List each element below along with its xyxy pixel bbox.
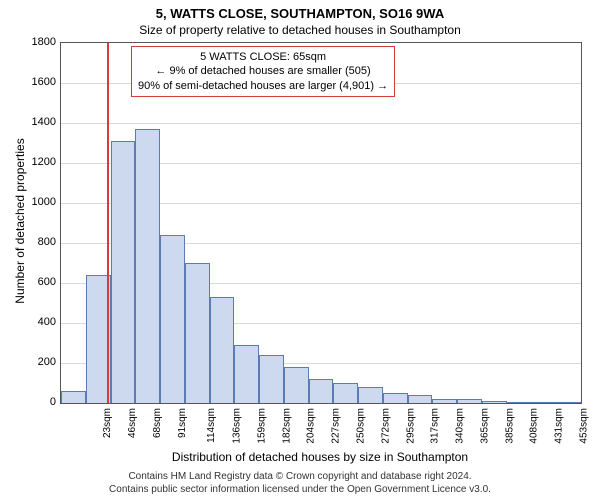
y-tick-label: 200: [0, 356, 56, 368]
histogram-bar: [531, 402, 556, 403]
y-tick-label: 1400: [0, 116, 56, 128]
histogram-bar: [185, 263, 210, 403]
marker-line: [107, 43, 109, 403]
y-tick-label: 1200: [0, 156, 56, 168]
x-tick-label: 136sqm: [232, 408, 243, 444]
x-tick-label: 385sqm: [504, 408, 515, 444]
histogram-bar: [507, 402, 532, 403]
x-tick-label: 46sqm: [127, 408, 138, 438]
histogram-bar: [284, 367, 309, 403]
y-tick-label: 1600: [0, 76, 56, 88]
x-tick-label: 408sqm: [529, 408, 540, 444]
y-tick-label: 1000: [0, 196, 56, 208]
histogram-bar: [383, 393, 408, 403]
y-tick-label: 0: [0, 396, 56, 408]
histogram-bar: [482, 401, 507, 403]
page-title: 5, WATTS CLOSE, SOUTHAMPTON, SO16 9WA: [0, 0, 600, 21]
page-subtitle: Size of property relative to detached ho…: [0, 21, 600, 41]
x-tick-label: 431sqm: [554, 408, 565, 444]
x-axis-label: Distribution of detached houses by size …: [60, 450, 580, 464]
annotation-line: ← 9% of detached houses are smaller (505…: [138, 64, 388, 78]
annotation-line: 5 WATTS CLOSE: 65sqm: [138, 50, 388, 64]
histogram-bar: [309, 379, 334, 403]
footer-credits: Contains HM Land Registry data © Crown c…: [0, 470, 600, 496]
x-tick-label: 182sqm: [281, 408, 292, 444]
annotation-line: 90% of semi-detached houses are larger (…: [138, 79, 388, 93]
y-tick-label: 600: [0, 276, 56, 288]
x-tick-label: 365sqm: [479, 408, 490, 444]
x-tick-label: 204sqm: [306, 408, 317, 444]
histogram-bar: [210, 297, 235, 403]
histogram-bar: [61, 391, 86, 403]
x-tick-label: 159sqm: [257, 408, 268, 444]
x-tick-label: 23sqm: [102, 408, 113, 438]
histogram-bar: [135, 129, 160, 403]
x-tick-label: 250sqm: [356, 408, 367, 444]
histogram-bar: [358, 387, 383, 403]
histogram-bar: [160, 235, 185, 403]
x-tick-label: 317sqm: [430, 408, 441, 444]
footer-line: Contains public sector information licen…: [0, 483, 600, 496]
y-tick-label: 400: [0, 316, 56, 328]
x-tick-label: 114sqm: [206, 408, 217, 443]
x-tick-label: 295sqm: [405, 408, 416, 444]
annotation-box: 5 WATTS CLOSE: 65sqm← 9% of detached hou…: [131, 46, 395, 97]
histogram-bar: [457, 399, 482, 403]
histogram-bar: [408, 395, 433, 403]
y-tick-label: 1800: [0, 36, 56, 48]
histogram-bar: [259, 355, 284, 403]
chart-plot-area: 5 WATTS CLOSE: 65sqm← 9% of detached hou…: [60, 42, 582, 404]
histogram-bar: [556, 402, 581, 403]
histogram-bar: [432, 399, 457, 403]
x-tick-label: 91sqm: [177, 408, 188, 438]
footer-line: Contains HM Land Registry data © Crown c…: [0, 470, 600, 483]
x-tick-label: 453sqm: [578, 408, 589, 444]
y-tick-label: 800: [0, 236, 56, 248]
x-tick-label: 68sqm: [152, 408, 163, 438]
histogram-bar: [111, 141, 136, 403]
histogram-bar: [333, 383, 358, 403]
histogram-bar: [234, 345, 259, 403]
x-tick-label: 272sqm: [380, 408, 391, 444]
x-tick-label: 340sqm: [455, 408, 466, 444]
x-tick-label: 227sqm: [331, 408, 342, 444]
gridline: [61, 123, 581, 124]
